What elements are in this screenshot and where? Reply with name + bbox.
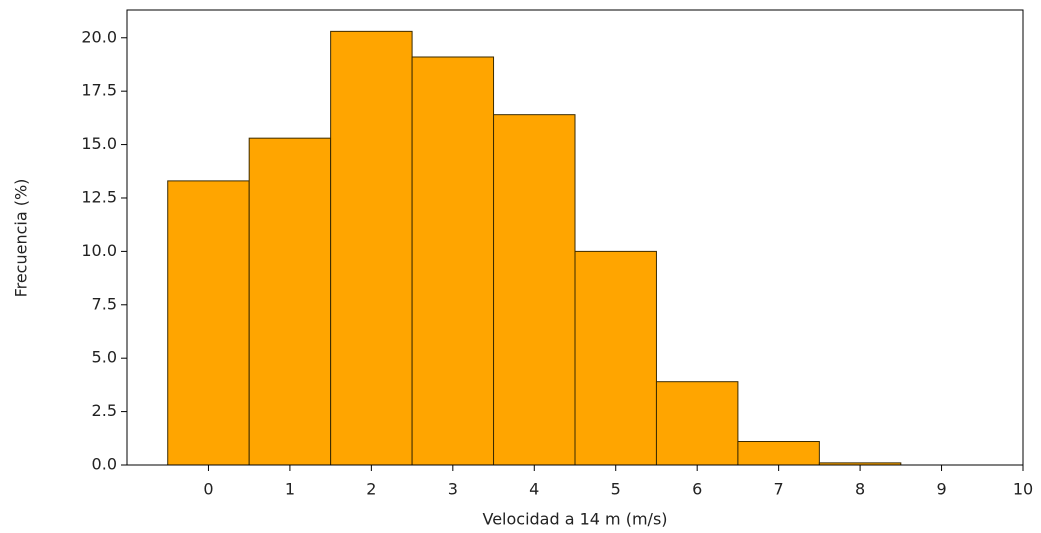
y-tick-label: 17.5	[81, 81, 117, 100]
x-tick-label: 5	[611, 480, 621, 499]
x-tick-label: 1	[285, 480, 295, 499]
x-tick-label: 4	[529, 480, 539, 499]
y-tick-label: 5.0	[92, 348, 117, 367]
x-tick-label: 6	[692, 480, 702, 499]
y-tick-label: 7.5	[92, 294, 117, 313]
y-tick-label: 0.0	[92, 455, 117, 474]
x-tick-label: 2	[366, 480, 376, 499]
bar	[248, 137, 332, 466]
x-axis-label: Velocidad a 14 m (m/s)	[482, 510, 667, 529]
bar	[330, 30, 413, 466]
y-tick-label: 20.0	[81, 27, 117, 46]
x-tick-label: 7	[774, 480, 784, 499]
x-tick-label: 3	[448, 480, 458, 499]
y-tick-label: 10.0	[81, 241, 117, 260]
x-tick-label: 10	[1013, 480, 1033, 499]
bar	[655, 381, 739, 466]
bar	[411, 56, 495, 466]
plot-frame	[126, 9, 1024, 466]
y-axis-label: Frecuencia (%)	[12, 179, 31, 298]
bar	[167, 180, 250, 466]
bar	[737, 441, 820, 466]
y-tick-label: 2.5	[92, 401, 117, 420]
y-tick-label: 15.0	[81, 134, 117, 153]
x-tick-label: 9	[936, 480, 946, 499]
x-tick-label: 8	[855, 480, 865, 499]
x-tick-label: 0	[203, 480, 213, 499]
bar	[493, 114, 576, 466]
bar	[574, 250, 657, 466]
y-tick-label: 12.5	[81, 187, 117, 206]
